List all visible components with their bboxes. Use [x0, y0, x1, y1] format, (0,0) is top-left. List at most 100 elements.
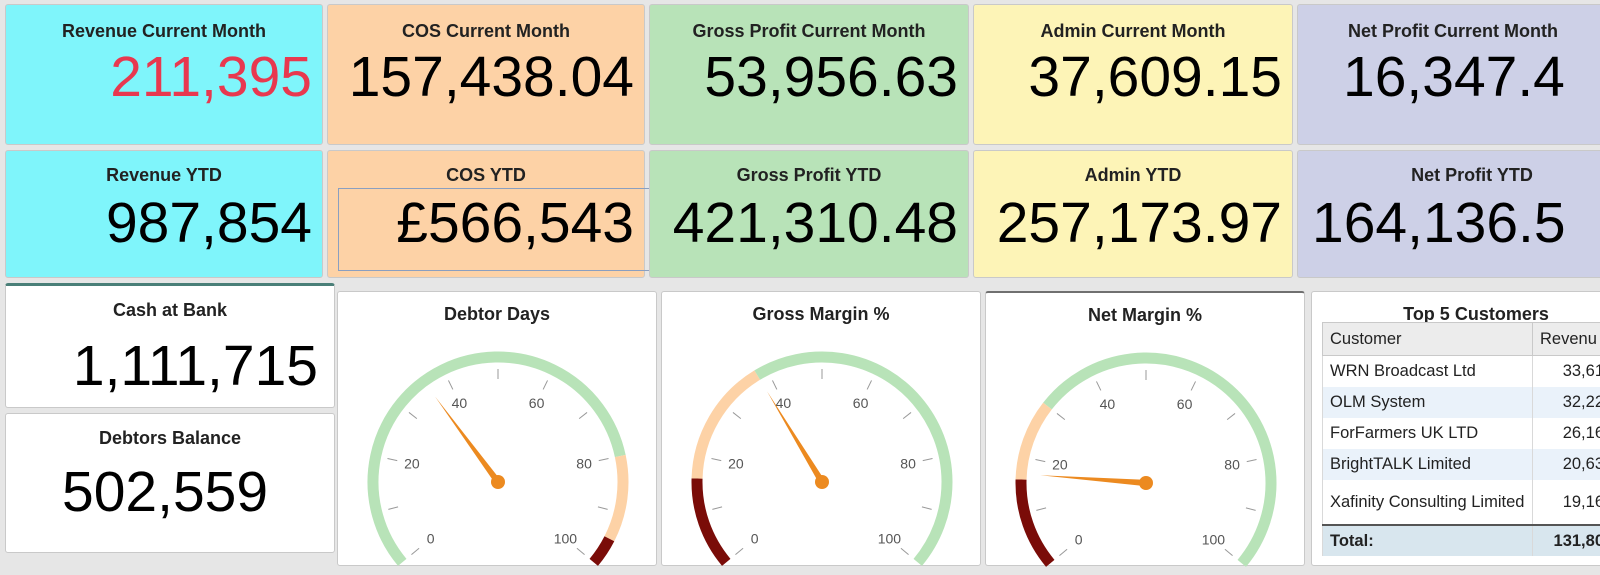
- gauge-band: [691, 478, 731, 566]
- revenue-ytd-tile[interactable]: Revenue YTD 987,854: [5, 150, 323, 278]
- tile-value: 502,559: [62, 460, 269, 524]
- gauge-needle: [767, 391, 825, 484]
- gauge-pivot: [1139, 476, 1153, 490]
- customer-name: Xafinity Consulting Limited: [1322, 480, 1533, 525]
- gauge-tick: [1096, 381, 1102, 391]
- admin-ytd-tile[interactable]: Admin YTD 257,173.97: [973, 150, 1293, 278]
- gauge-tick: [866, 380, 872, 390]
- gauge-tick: [1246, 459, 1257, 463]
- gauge-tick: [576, 547, 585, 556]
- tile-value: 421,310.48: [672, 191, 958, 255]
- tile-value: 16,347.4: [1343, 45, 1565, 109]
- gross-profit-current-month-tile[interactable]: Gross Profit Current Month 53,956.63: [649, 4, 969, 145]
- gauge-tick-label: 40: [776, 395, 792, 411]
- gauge-title: Debtor Days: [443, 304, 551, 324]
- net-profit-ytd-tile[interactable]: Net Profit YTD 164,136.5: [1297, 150, 1600, 278]
- table-row[interactable]: OLM System 32,22: [1322, 387, 1600, 418]
- gauge-tick: [712, 506, 723, 510]
- gauge-tick: [1056, 413, 1066, 420]
- gauge-band: [589, 536, 615, 566]
- gauge-tick-label: 20: [404, 456, 420, 472]
- tile-title: Cash at Bank: [112, 300, 228, 320]
- gauge-tick: [542, 380, 548, 390]
- tile-value: 257,173.97: [996, 191, 1282, 255]
- gauge-tick-label: 80: [900, 456, 916, 472]
- gauge-pivot: [491, 475, 505, 489]
- gauge-band: [1015, 479, 1055, 567]
- cos-current-month-tile[interactable]: COS Current Month 157,438.04: [327, 4, 645, 145]
- gauge-band: [604, 454, 629, 542]
- gauge-tick-label: 40: [1100, 396, 1116, 412]
- debtor-days-gauge[interactable]: Debtor Days 0 20 40 60 80 100: [337, 291, 657, 566]
- gauge-tick: [388, 506, 399, 510]
- customer-revenue: 33,61: [1532, 355, 1600, 387]
- tile-value: 37,609.15: [1028, 45, 1282, 109]
- gauge-band: [367, 351, 626, 566]
- gross-profit-ytd-tile[interactable]: Gross Profit YTD 421,310.48: [649, 150, 969, 278]
- revenue-current-month-tile[interactable]: Revenue Current Month 211,395: [5, 4, 323, 145]
- table-row[interactable]: BrightTALK Limited 20,63: [1322, 449, 1600, 480]
- gauge-needle: [435, 396, 501, 484]
- gross-margin-gauge[interactable]: Gross Margin % 0 20 40 60 80 100: [661, 291, 981, 566]
- net-profit-current-month-tile[interactable]: Net Profit Current Month 16,347.4: [1297, 4, 1600, 145]
- admin-current-month-tile[interactable]: Admin Current Month 37,609.15: [973, 4, 1293, 145]
- tile-value: 164,136.5: [1312, 191, 1566, 255]
- gauge-tick: [1035, 459, 1046, 463]
- tile-value: 53,956.63: [704, 45, 958, 109]
- column-header-customer[interactable]: Customer: [1322, 322, 1533, 356]
- gauge-pivot: [815, 475, 829, 489]
- tile-value: 157,438.04: [348, 45, 634, 109]
- table-total-row: Total: 131,80: [1322, 524, 1600, 556]
- gauge-tick-label: 20: [728, 456, 744, 472]
- gauge-tick: [921, 506, 932, 510]
- cos-ytd-tile[interactable]: COS YTD £566,543: [327, 150, 645, 278]
- gauge-title: Net Margin %: [1087, 305, 1202, 325]
- gauge-tick: [1226, 413, 1236, 420]
- gauge-tick: [1245, 507, 1256, 511]
- gauge-tick: [598, 458, 609, 462]
- customer-name: WRN Broadcast Ltd: [1322, 355, 1533, 387]
- table-row[interactable]: WRN Broadcast Ltd 33,61: [1322, 355, 1600, 387]
- gauge-tick: [735, 547, 744, 556]
- table-row[interactable]: ForFarmers UK LTD 26,16: [1322, 418, 1600, 449]
- gauge-tick: [1190, 381, 1196, 391]
- total-value: 131,80: [1532, 524, 1600, 556]
- tile-value: 211,395: [110, 45, 312, 109]
- customer-revenue: 20,63: [1532, 449, 1600, 480]
- cash-at-bank-tile[interactable]: Cash at Bank 1,111,715: [5, 283, 335, 408]
- gauge-tick-label: 100: [878, 531, 902, 547]
- gauge-tick: [900, 547, 909, 556]
- tile-value: 1,111,715: [72, 334, 318, 398]
- gauge-tick-label: 60: [529, 395, 545, 411]
- gauge-tick-label: 80: [1224, 457, 1240, 473]
- gauge-tick-label: 80: [576, 456, 592, 472]
- tile-title: Revenue Current Month: [61, 21, 266, 41]
- gauge-tick: [732, 412, 742, 419]
- gauge-chart: 0 20 40 60 80 100: [367, 351, 629, 566]
- gauge-tick: [902, 412, 912, 419]
- tile-title: Debtors Balance: [98, 428, 242, 448]
- gauge-chart: 0 20 40 60 80 100: [691, 351, 953, 566]
- tile-value: 987,854: [105, 191, 312, 255]
- tile-title: COS Current Month: [402, 21, 570, 41]
- tile-title: COS YTD: [446, 165, 526, 185]
- table-row[interactable]: Xafinity Consulting Limited 19,16: [1322, 480, 1600, 525]
- net-margin-gauge[interactable]: Net Margin % 0 20 40 60 80 100: [985, 291, 1305, 567]
- gauge-tick-label: 100: [554, 531, 578, 547]
- gauge-tick: [1059, 548, 1068, 557]
- tile-title: Net Profit Current Month: [1348, 21, 1558, 41]
- gauge-tick: [448, 380, 454, 390]
- gauge-tick: [387, 458, 398, 462]
- gauge-tick: [711, 458, 722, 462]
- tile-title: Gross Profit Current Month: [692, 21, 926, 41]
- gauge-tick-label: 100: [1202, 532, 1226, 548]
- tile-title: Gross Profit YTD: [736, 165, 882, 185]
- gauge-tick-label: 0: [1075, 532, 1083, 548]
- tile-title: Admin YTD: [1084, 165, 1182, 185]
- gauge-tick-label: 60: [1177, 396, 1193, 412]
- debtors-balance-tile[interactable]: Debtors Balance 502,559: [5, 413, 335, 553]
- customer-revenue: 32,22: [1532, 387, 1600, 418]
- gauge-tick-label: 60: [853, 395, 869, 411]
- gauge-band: [754, 351, 953, 566]
- column-header-revenue[interactable]: Revenu: [1532, 322, 1600, 356]
